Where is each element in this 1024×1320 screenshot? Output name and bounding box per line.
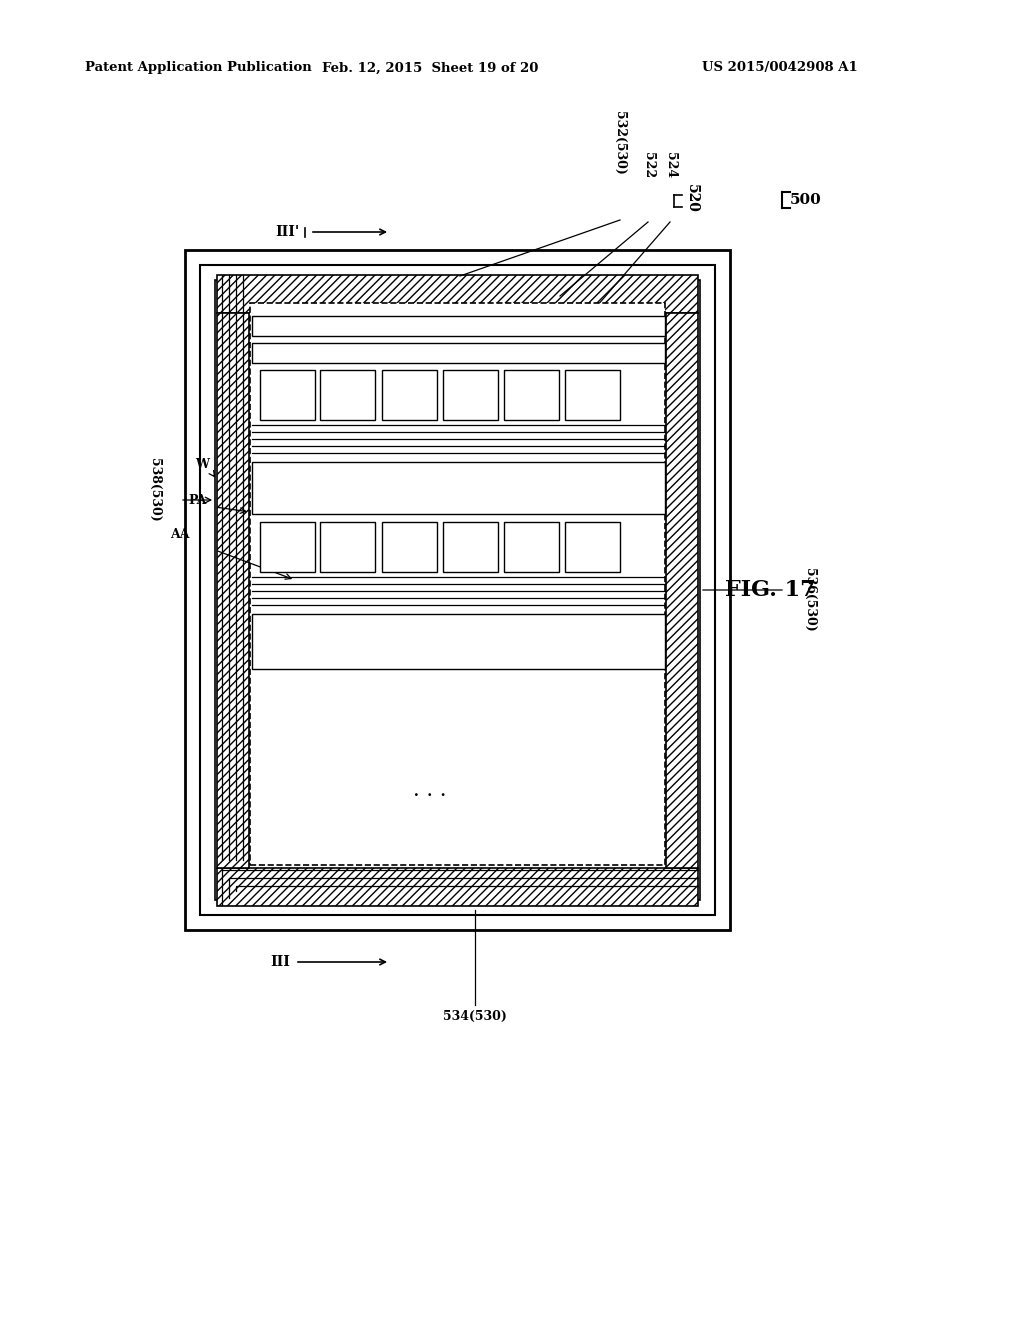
Text: US 2015/0042908 A1: US 2015/0042908 A1 (702, 62, 858, 74)
Bar (443, 521, 498, 572)
Bar (252, 315, 665, 337)
Text: . . .: . . . (414, 780, 446, 800)
Text: Feb. 12, 2015  Sheet 19 of 20: Feb. 12, 2015 Sheet 19 of 20 (322, 62, 539, 74)
Text: PA: PA (188, 494, 207, 507)
Text: 532(530): 532(530) (613, 111, 627, 176)
Bar (217, 275, 698, 313)
Bar (504, 370, 559, 420)
Bar (319, 370, 375, 420)
Text: 534(530): 534(530) (443, 1010, 507, 1023)
Bar (217, 313, 249, 869)
Bar (215, 280, 700, 900)
Bar (252, 614, 665, 669)
Text: AA: AA (170, 528, 189, 541)
Bar (382, 521, 437, 572)
Bar (252, 343, 665, 363)
Text: 522: 522 (641, 152, 654, 178)
Bar (260, 370, 315, 420)
Text: 536(530): 536(530) (804, 568, 816, 632)
Bar (666, 313, 698, 869)
Text: III: III (270, 954, 290, 969)
Bar (382, 370, 437, 420)
Text: W: W (195, 458, 209, 471)
Text: 520: 520 (685, 183, 699, 213)
Bar (565, 370, 620, 420)
Bar (217, 869, 698, 906)
Bar (565, 521, 620, 572)
Bar (252, 462, 665, 513)
Text: 524: 524 (664, 152, 677, 178)
Text: FIG. 17: FIG. 17 (725, 579, 815, 601)
Bar (319, 521, 375, 572)
Bar (260, 521, 315, 572)
Text: 538(530): 538(530) (148, 458, 162, 521)
Text: 500: 500 (790, 193, 821, 207)
Text: III': III' (275, 224, 300, 239)
Bar (185, 249, 730, 931)
Bar (504, 521, 559, 572)
Text: Patent Application Publication: Patent Application Publication (85, 62, 311, 74)
Bar (200, 265, 715, 915)
Bar (443, 370, 498, 420)
Bar (250, 304, 665, 865)
